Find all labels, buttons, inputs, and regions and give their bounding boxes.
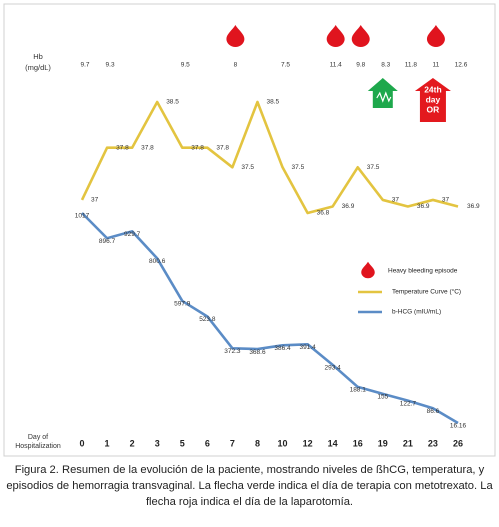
annotation-arrow	[367, 78, 398, 108]
legend-label: Heavy bleeding episode	[388, 268, 458, 275]
data-label: 37	[91, 197, 99, 204]
hb-value: 11	[433, 62, 440, 69]
data-label: 37.5	[241, 164, 254, 171]
data-label: 38.5	[166, 99, 179, 106]
caption: Figura 2. Resumen de la evolución de la …	[6, 464, 493, 508]
hb-value: 8.3	[381, 62, 390, 69]
x-tick-label: 7	[230, 438, 235, 448]
zigzag-icon	[376, 91, 392, 103]
hb-value: 9.7	[80, 62, 89, 69]
data-label: 372.3	[224, 348, 241, 355]
data-label: 386.4	[274, 345, 291, 352]
data-label: 16.16	[450, 423, 467, 430]
data-label: 36.8	[317, 210, 330, 217]
data-label: 36.9	[342, 203, 355, 210]
x-tick-label: 1	[105, 438, 110, 448]
data-label: 36.9	[467, 203, 480, 210]
data-label: 293.4	[325, 365, 342, 372]
x-tick-label: 8	[255, 438, 260, 448]
data-label: 37.8	[191, 144, 204, 151]
bleeding-drop	[361, 261, 375, 279]
hb-value: 7.5	[281, 62, 290, 69]
x-tick-label: 0	[79, 438, 84, 448]
hb-value: 12.6	[455, 62, 468, 69]
x-tick-label: 14	[328, 438, 338, 448]
x-tick-label: 3	[155, 438, 160, 448]
series-line	[81, 212, 459, 425]
x-label: Hospitalization	[15, 443, 61, 450]
x-tick-label: 21	[403, 438, 413, 448]
data-label: 37	[442, 197, 450, 204]
data-label: 188.1	[350, 387, 367, 394]
data-label: 36.9	[417, 203, 430, 210]
hb-value: 11.8	[405, 62, 418, 69]
annotation-label: day	[426, 94, 441, 104]
x-tick-label: 23	[428, 438, 438, 448]
data-label: 597.9	[174, 301, 191, 308]
x-tick-label: 12	[303, 438, 313, 448]
data-label: 155	[377, 394, 388, 401]
legend-label: b-HCG (mIU/mL)	[392, 309, 441, 316]
x-tick-label: 10	[278, 438, 288, 448]
data-label: 896.7	[99, 238, 116, 245]
frame	[3, 3, 496, 457]
data-label: 523.8	[199, 316, 216, 323]
data-label: 38.5	[266, 99, 279, 106]
x-label: Day of	[28, 434, 48, 441]
data-label: 929.7	[124, 231, 141, 238]
x-tick-label: 19	[378, 438, 388, 448]
x-tick-label: 6	[205, 438, 210, 448]
data-label: 37.8	[141, 144, 154, 151]
data-label: 1017	[75, 213, 90, 220]
series-line	[80, 100, 459, 215]
hb-value: 8	[234, 62, 238, 69]
hb-unit: (mg/dL)	[25, 63, 51, 72]
x-tick-label: 26	[453, 438, 463, 448]
hb-value: 11.4	[330, 62, 343, 69]
hb-value: 9.3	[106, 62, 115, 69]
data-label: 122.7	[400, 400, 417, 407]
data-label: 368.6	[249, 349, 266, 356]
data-label: 37.8	[216, 144, 229, 151]
data-label: 800.6	[149, 258, 166, 265]
x-tick-label: 2	[130, 438, 135, 448]
annotation-label: OR	[427, 104, 440, 114]
data-label: 37.8	[116, 144, 129, 151]
hb-value: 9.8	[356, 62, 365, 69]
annotation-label: 24th	[424, 84, 441, 94]
hb-label: Hb	[33, 52, 43, 61]
data-label: 391.4	[299, 344, 316, 351]
bleeding-drop	[326, 25, 345, 47]
bleeding-drop	[351, 25, 370, 47]
annotation-arrow	[414, 78, 451, 122]
data-label: 37	[392, 197, 400, 204]
legend-label: Temperature Curve (°C)	[392, 288, 461, 296]
data-label: 86.6	[427, 408, 440, 415]
x-tick-label: 5	[180, 438, 185, 448]
data-label: 37.5	[367, 164, 380, 171]
bleeding-drop	[426, 25, 445, 47]
bleeding-drop	[226, 25, 245, 47]
x-tick-label: 16	[353, 438, 363, 448]
data-label: 37.5	[292, 164, 305, 171]
hb-value: 9.5	[181, 62, 190, 69]
